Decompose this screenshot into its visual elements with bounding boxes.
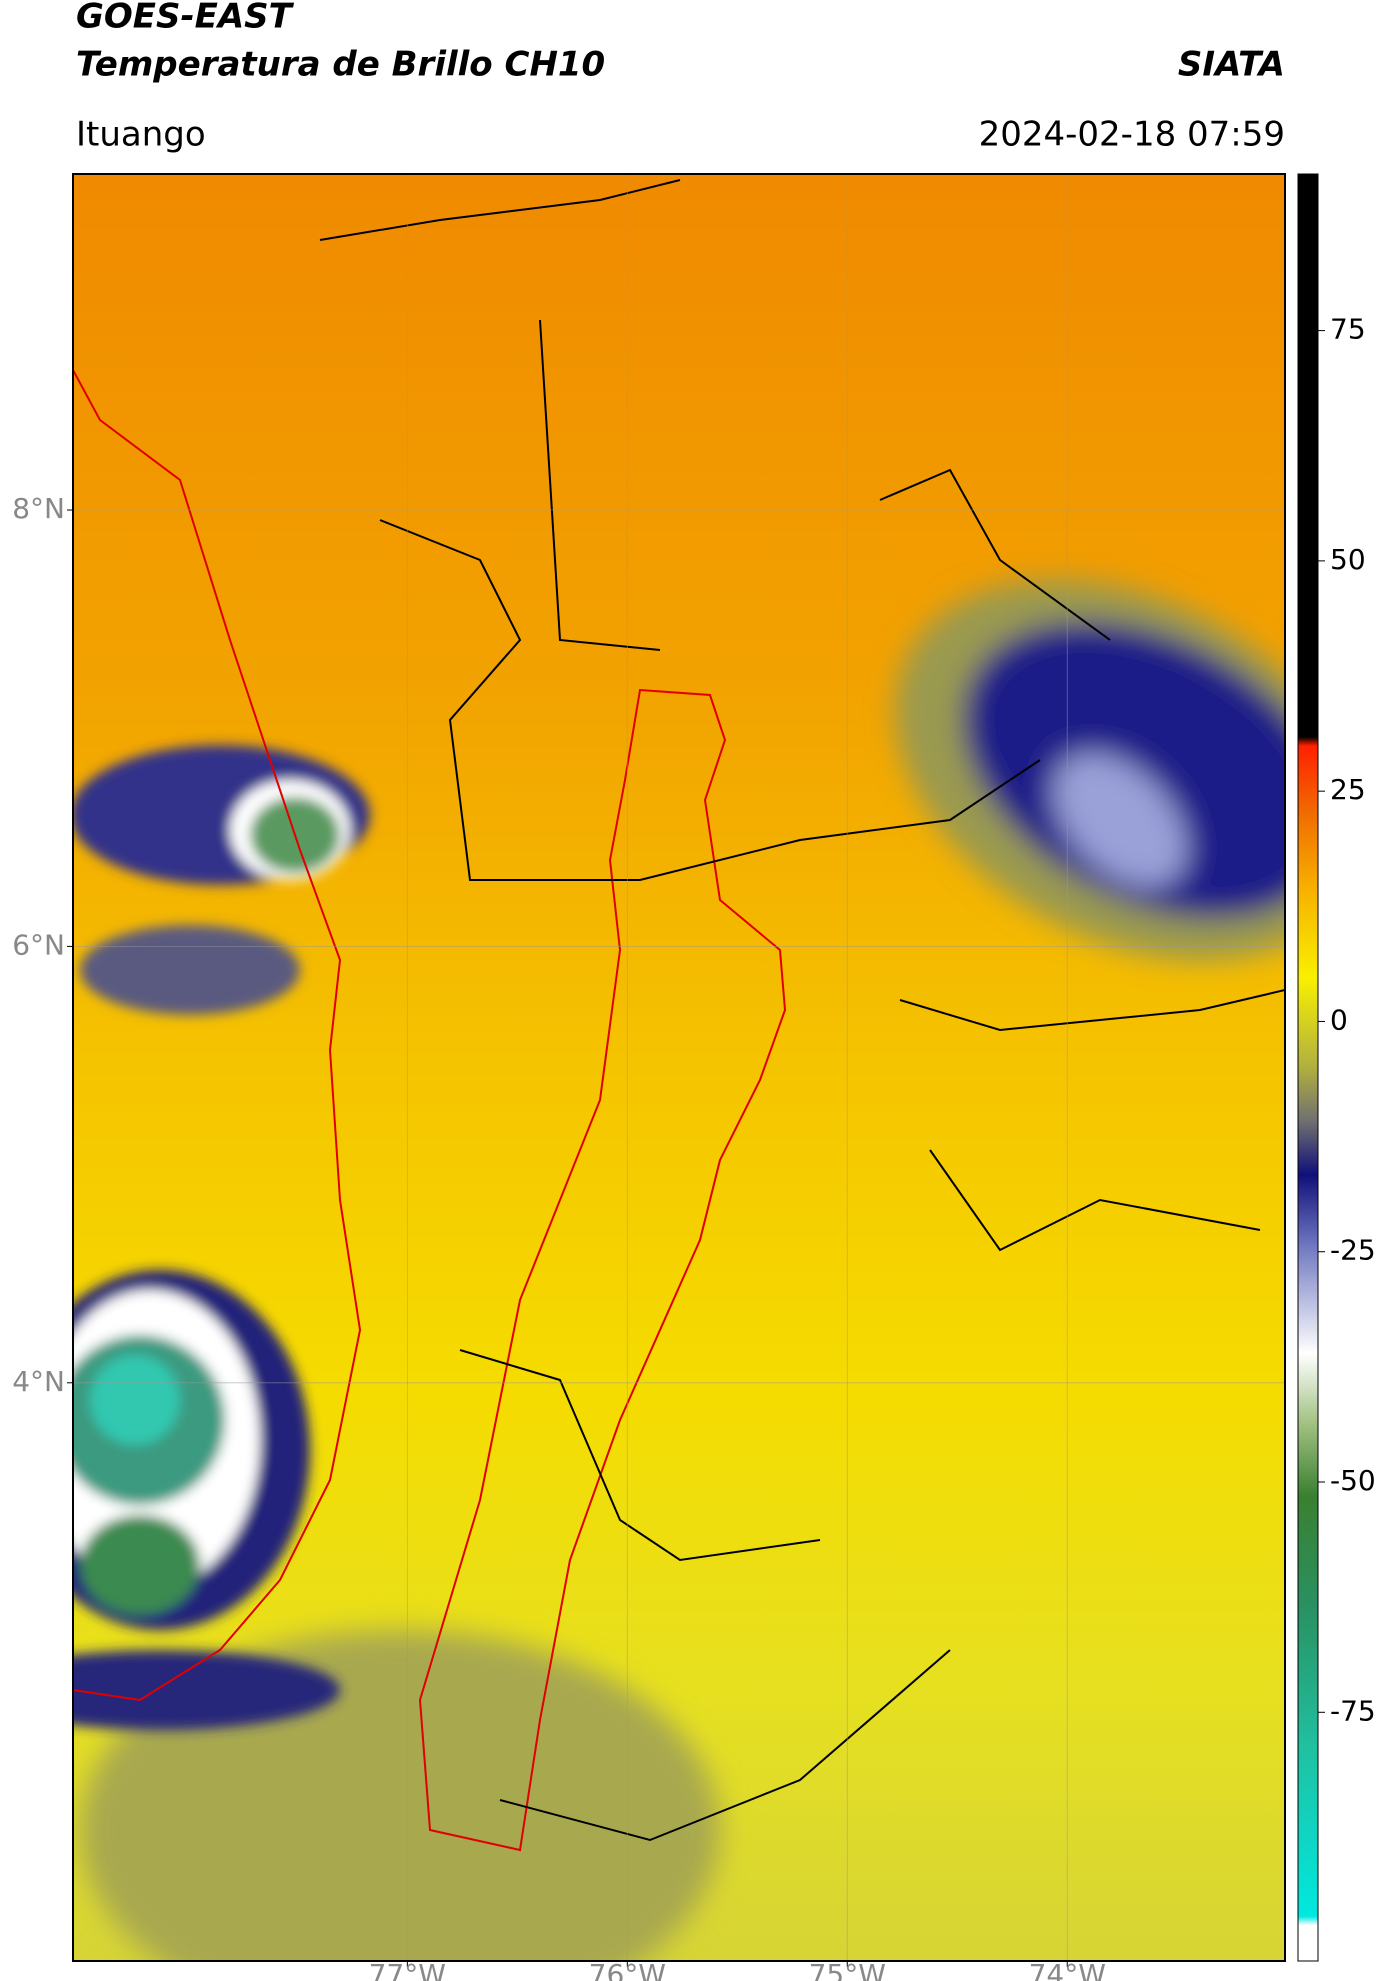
storm-east bbox=[895, 579, 1285, 961]
subtitle: Temperatura de Brillo CH10 bbox=[76, 45, 605, 85]
x-tick-label: 75°W bbox=[809, 1958, 886, 1981]
map-frame bbox=[72, 173, 1286, 1962]
x-tick-label: 74°W bbox=[1029, 1958, 1106, 1981]
y-tick-label: 4°N bbox=[12, 1365, 65, 1398]
y-tick-label: 6°N bbox=[12, 928, 65, 961]
map-image bbox=[73, 174, 1285, 1961]
coastline bbox=[73, 369, 362, 1702]
admin-borders bbox=[319, 179, 1285, 1842]
colorbar-tick-label: 75 bbox=[1330, 313, 1366, 346]
cloud-southwest bbox=[73, 1270, 340, 1730]
colorbar bbox=[1297, 173, 1319, 1962]
colorbar-tick-label: 0 bbox=[1330, 1003, 1348, 1036]
datetime: 2024-02-18 07:59 bbox=[979, 115, 1285, 155]
region-border bbox=[418, 688, 787, 1852]
colorbar-tick-label: -50 bbox=[1330, 1464, 1376, 1497]
cloud-west bbox=[73, 745, 370, 1015]
location: Ituango bbox=[76, 115, 206, 155]
colorbar-tick-label: -75 bbox=[1330, 1694, 1376, 1727]
x-tick-label: 77°W bbox=[369, 1958, 446, 1981]
colorbar-tick-label: 50 bbox=[1330, 543, 1366, 576]
y-tick-label: 8°N bbox=[12, 492, 65, 525]
colorbar-tick-label: 25 bbox=[1330, 773, 1366, 806]
title: GOES-EAST bbox=[76, 0, 295, 37]
source: SIATA bbox=[1178, 45, 1285, 85]
x-tick-label: 76°W bbox=[589, 1958, 666, 1981]
grid bbox=[73, 174, 1285, 1961]
colorbar-tick-label: -25 bbox=[1330, 1234, 1376, 1267]
